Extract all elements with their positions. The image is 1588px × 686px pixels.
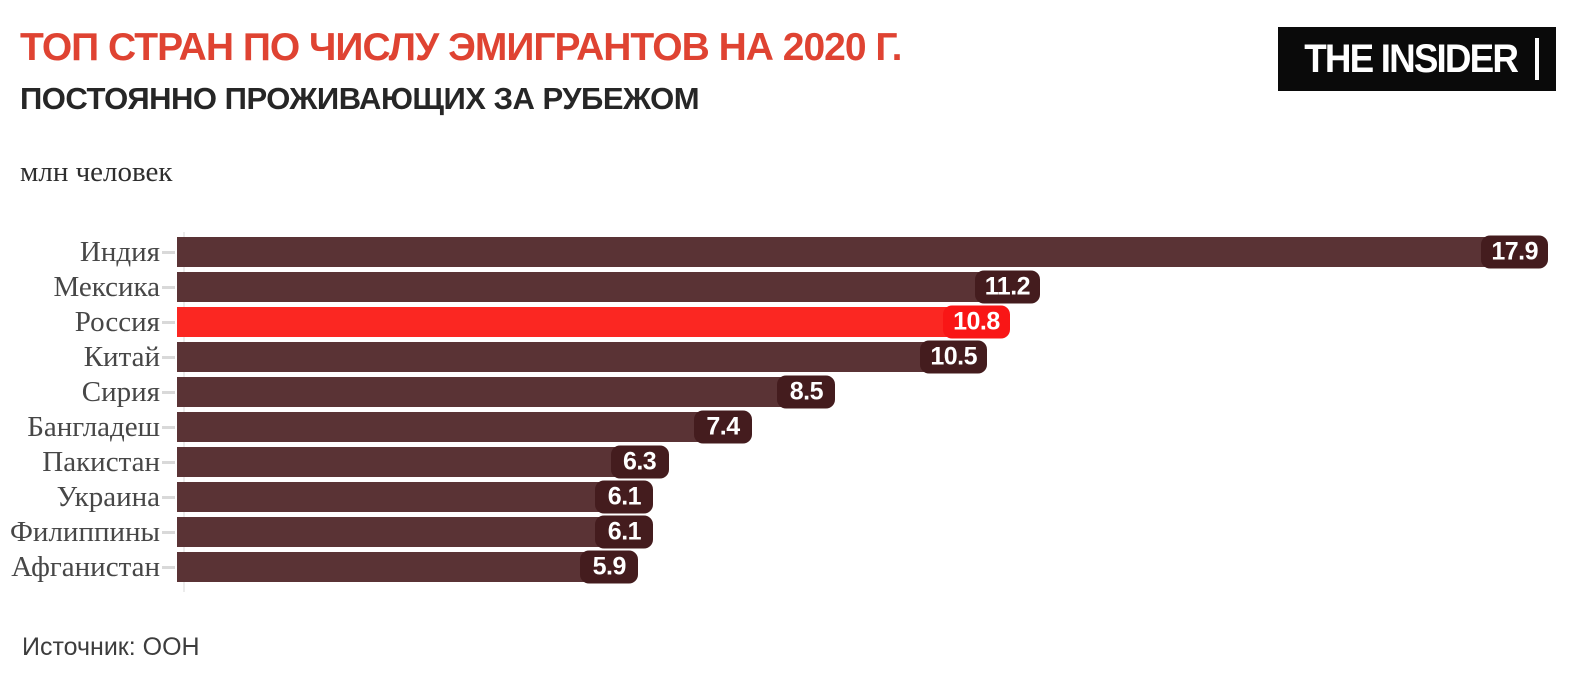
bar-chart: Индия 17.9 Мексика 11.2 Россия 10.8 Кита… [0, 231, 1588, 592]
title-block: ТОП СТРАН ПО ЧИСЛУ ЭМИГРАНТОВ НА 2020 Г.… [20, 26, 902, 117]
value-badge: 8.5 [777, 375, 836, 409]
country-label: Китай [83, 340, 160, 373]
bar-track: 5.9 [177, 550, 1534, 584]
value-badge: 17.9 [1481, 235, 1548, 269]
bar: 11.2 [177, 270, 1041, 304]
bar: 8.5 [177, 375, 836, 409]
value-badge: 10.8 [943, 305, 1010, 339]
country-label: Мексика [53, 270, 160, 303]
bar: 5.9 [177, 550, 639, 584]
bar-row: Бангладеш 7.4 [0, 410, 1534, 445]
country-label: Пакистан [42, 445, 160, 478]
tick-mark [162, 565, 175, 569]
bar-track: 10.8 [177, 305, 1534, 339]
bar-row: Филиппины 6.1 [0, 515, 1534, 550]
bar-track: 7.4 [177, 410, 1534, 444]
value-badge: 10.5 [920, 340, 987, 374]
country-label: Сирия [81, 375, 160, 408]
bar-track: 17.9 [177, 235, 1548, 269]
bar-row: Китай 10.5 [0, 340, 1534, 375]
tick-mark [162, 530, 175, 534]
bar: 10.8 [177, 305, 1010, 339]
bar: 6.3 [177, 445, 669, 479]
tick-mark [162, 495, 175, 499]
bar-row: Индия 17.9 [0, 235, 1548, 270]
tick-mark [162, 250, 175, 254]
bar: 7.4 [177, 410, 752, 444]
bar: 6.1 [177, 515, 654, 549]
country-label: Россия [74, 305, 160, 338]
page-subtitle: ПОСТОЯННО ПРОЖИВАЮЩИХ ЗА РУБЕЖОМ [20, 81, 700, 117]
tick-mark [162, 320, 175, 324]
header: ТОП СТРАН ПО ЧИСЛУ ЭМИГРАНТОВ НА 2020 Г.… [0, 0, 1588, 116]
bar-track: 6.1 [177, 515, 1534, 549]
y-axis-line [183, 231, 185, 592]
bar-row: Сирия 8.5 [0, 375, 1534, 410]
value-badge: 6.1 [595, 480, 654, 514]
units-label: млн человек [20, 155, 173, 188]
bar-rows: Индия 17.9 Мексика 11.2 Россия 10.8 Кита… [0, 235, 1548, 585]
page-title: ТОП СТРАН ПО ЧИСЛУ ЭМИГРАНТОВ НА 2020 Г. [20, 26, 902, 69]
country-label: Филиппины [10, 515, 160, 548]
tick-mark [162, 460, 175, 464]
bar-row: Афганистан 5.9 [0, 550, 1534, 585]
value-badge: 7.4 [693, 410, 752, 444]
bar-row: Мексика 11.2 [0, 270, 1534, 305]
country-label: Индия [79, 235, 160, 268]
bar-row: Украина 6.1 [0, 480, 1534, 515]
bar: 6.1 [177, 480, 654, 514]
value-badge: 6.1 [595, 515, 654, 549]
tick-mark [162, 355, 175, 359]
value-badge: 11.2 [974, 270, 1041, 304]
bar-track: 8.5 [177, 375, 1534, 409]
country-label: Украина [56, 480, 160, 513]
bar-track: 6.3 [177, 445, 1534, 479]
bar-track: 10.5 [177, 340, 1534, 374]
source-label: Источник: ООН [22, 632, 200, 661]
logo-text: THE INSIDER [1304, 36, 1520, 81]
bar-track: 6.1 [177, 480, 1534, 514]
tick-mark [162, 285, 175, 289]
bar-track: 11.2 [177, 270, 1534, 304]
country-label: Бангладеш [27, 410, 160, 443]
logo-cursor-bar [1534, 38, 1539, 80]
bar-row: Россия 10.8 [0, 305, 1534, 340]
tick-mark [162, 390, 175, 394]
bar: 17.9 [177, 235, 1548, 269]
value-badge: 6.3 [610, 445, 669, 479]
bar: 10.5 [177, 340, 987, 374]
tick-mark [162, 425, 175, 429]
country-label: Афганистан [11, 550, 160, 583]
the-insider-logo: THE INSIDER [1278, 27, 1556, 91]
value-badge: 5.9 [580, 550, 639, 584]
bar-row: Пакистан 6.3 [0, 445, 1534, 480]
